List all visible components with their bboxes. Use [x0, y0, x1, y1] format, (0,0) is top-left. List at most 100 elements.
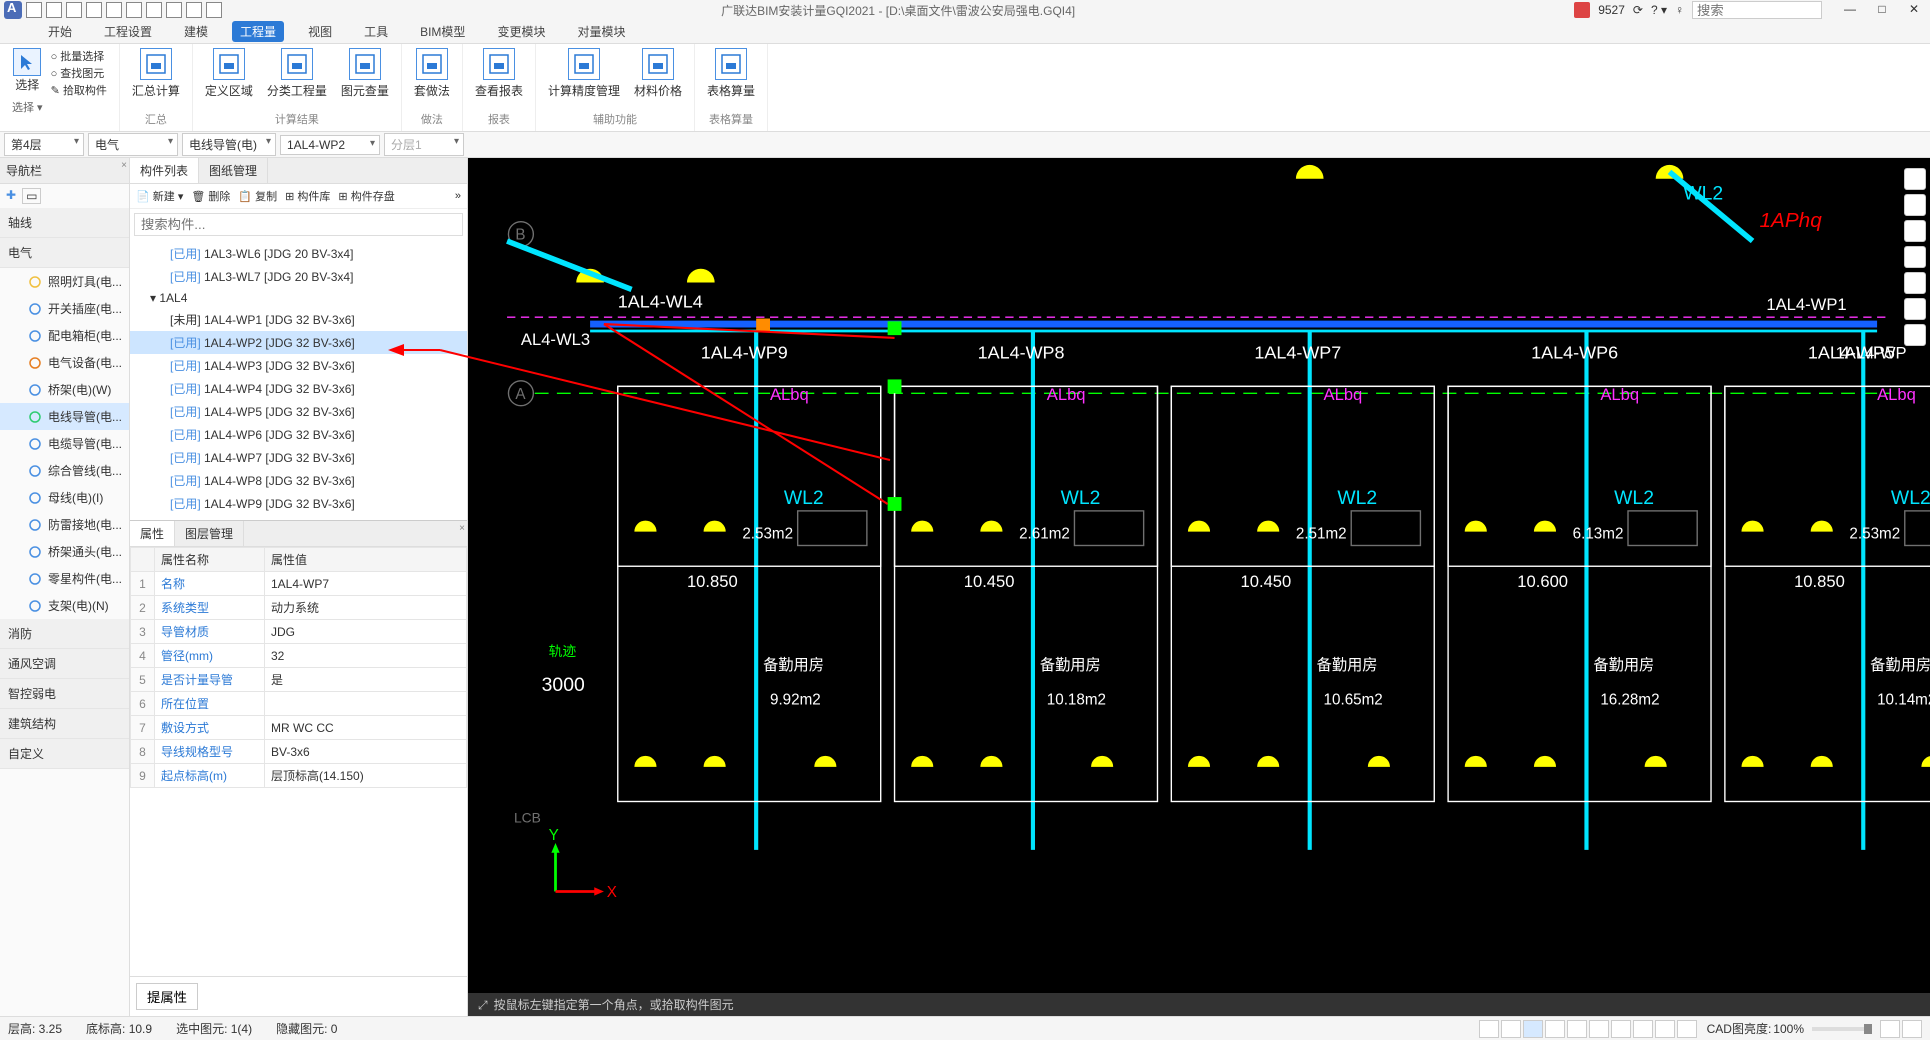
table-row[interactable]: 6所在位置 [131, 692, 467, 716]
ribbon-button[interactable]: 定义区域 [205, 48, 253, 99]
nav-item[interactable]: 照明灯具(电... [0, 268, 129, 295]
sb-tool-icon[interactable] [1589, 1020, 1609, 1038]
qat-icon[interactable] [106, 2, 122, 18]
maximize-button[interactable]: □ [1870, 2, 1894, 18]
close-button[interactable]: ✕ [1902, 2, 1926, 18]
close-icon[interactable]: × [121, 160, 127, 171]
view-icon[interactable] [1904, 298, 1926, 320]
qat-icon[interactable] [206, 2, 222, 18]
view-icon[interactable] [1904, 220, 1926, 242]
copy-button[interactable]: 📋 复制 [238, 188, 277, 204]
tree-item[interactable]: [已用] 1AL4-WP8 [JDG 32 BV-3x6] [130, 469, 467, 492]
tab[interactable]: 图层管理 [175, 521, 244, 546]
sb-tool-icon[interactable] [1677, 1020, 1697, 1038]
view-3d-icon[interactable] [1904, 168, 1926, 190]
table-row[interactable]: 7敷设方式MR WC CC [131, 716, 467, 740]
tab[interactable]: 图纸管理 [199, 158, 268, 183]
menu-item[interactable]: 建模 [176, 21, 216, 42]
component-search-input[interactable] [134, 213, 463, 236]
tree-item[interactable]: [已用] 1AL4-WP7 [JDG 32 BV-3x6] [130, 446, 467, 469]
tree-item[interactable]: [已用] 1AL4-WP6 [JDG 32 BV-3x6] [130, 423, 467, 446]
menu-item[interactable]: 对量模块 [569, 21, 633, 42]
tab[interactable]: 属性 [130, 521, 175, 546]
nav-item[interactable]: 桥架(电)(W) [0, 376, 129, 403]
nav-section[interactable]: 轴线 [0, 208, 129, 238]
menu-item[interactable]: 工程设置 [96, 21, 160, 42]
ribbon-button[interactable]: 图元查量 [341, 48, 389, 99]
tree-item[interactable]: [已用] 1AL4-WP9 [JDG 32 BV-3x6] [130, 492, 467, 515]
tree-item[interactable]: [已用] 1AL3-WL6 [JDG 20 BV-3x4] [130, 242, 467, 265]
nav-item[interactable]: 开关插座(电... [0, 295, 129, 322]
ribbon-button[interactable]: 套做法 [414, 48, 450, 99]
minimize-button[interactable]: — [1838, 2, 1862, 18]
ribbon-button[interactable]: 表格算量 [707, 48, 755, 99]
qat-icon[interactable] [26, 2, 42, 18]
major-dropdown[interactable]: 电气 [88, 133, 178, 156]
pick-component[interactable]: ✎ 拾取构件 [51, 82, 107, 98]
delete-button[interactable]: 🗑 删除 [191, 188, 230, 204]
user-avatar[interactable] [1574, 2, 1590, 18]
sb-tool-icon[interactable] [1655, 1020, 1675, 1038]
layer-dropdown[interactable]: 分层1 [384, 133, 464, 156]
nav-section[interactable]: 消防 [0, 619, 129, 649]
nav-item[interactable]: 电线导管(电... [0, 403, 129, 430]
help-icon[interactable]: ♀ [1675, 3, 1684, 17]
table-row[interactable]: 3导管材质JDG [131, 620, 467, 644]
nav-item[interactable]: 电缆导管(电... [0, 430, 129, 457]
batch-select[interactable]: ○ 批量选择 [51, 48, 107, 64]
view-icon[interactable] [1904, 272, 1926, 294]
sb-tool-icon[interactable] [1479, 1020, 1499, 1038]
tree-item[interactable]: [未用] 1AL4-WP1 [JDG 32 BV-3x6] [130, 308, 467, 331]
close-icon[interactable]: × [459, 523, 465, 534]
sb-tool-icon[interactable] [1567, 1020, 1587, 1038]
sb-tool-icon[interactable] [1633, 1020, 1653, 1038]
table-row[interactable]: 8导线规格型号BV-3x6 [131, 740, 467, 764]
extract-props-button[interactable]: 提属性 [136, 983, 198, 1010]
find-element[interactable]: ○ 查找图元 [51, 65, 107, 81]
ribbon-button[interactable]: 查看报表 [475, 48, 523, 99]
nav-item[interactable]: 零星构件(电... [0, 565, 129, 592]
add-icon[interactable]: ✚ [6, 188, 16, 204]
sb-tool-icon[interactable] [1545, 1020, 1565, 1038]
sb-tool-icon[interactable] [1611, 1020, 1631, 1038]
new-button[interactable]: 📄 新建 ▾ [136, 188, 183, 204]
menu-item[interactable]: 工程量 [232, 21, 284, 42]
qat-icon[interactable] [86, 2, 102, 18]
tree-item[interactable]: [已用] 1AL4-WP5 [JDG 32 BV-3x6] [130, 400, 467, 423]
sb-tool-icon[interactable] [1880, 1020, 1900, 1038]
nav-item[interactable]: 电气设备(电... [0, 349, 129, 376]
nav-item[interactable]: 综合管线(电... [0, 457, 129, 484]
qat-icon[interactable] [126, 2, 142, 18]
tab[interactable]: 构件列表 [130, 158, 199, 183]
qat-icon[interactable] [166, 2, 182, 18]
help-icon[interactable]: ? ▾ [1651, 3, 1667, 17]
nav-item[interactable]: 防雷接地(电... [0, 511, 129, 538]
tree-item[interactable]: [已用] 1AL4-WP4 [JDG 32 BV-3x6] [130, 377, 467, 400]
nav-item[interactable]: 配电箱柜(电... [0, 322, 129, 349]
lib-button[interactable]: ⊞ 构件库 [285, 188, 330, 204]
tree-parent[interactable]: ▾ 1AL4 [130, 288, 467, 308]
nav-section[interactable]: 智控弱电 [0, 679, 129, 709]
ribbon-button[interactable]: 计算精度管理 [548, 48, 620, 99]
drawing-canvas[interactable]: BA1AL4-WP9WL2ALbq2.53m210.8509.92m2备勤用房1… [468, 158, 1930, 1016]
sb-tool-icon[interactable] [1902, 1020, 1922, 1038]
table-row[interactable]: 5是否计量导管是 [131, 668, 467, 692]
component-dropdown[interactable]: 1AL4-WP2 [280, 135, 380, 155]
menu-item[interactable]: 开始 [40, 21, 80, 42]
select-tool-icon[interactable] [13, 48, 41, 76]
qat-icon[interactable] [46, 2, 62, 18]
table-row[interactable]: 2系统类型动力系统 [131, 596, 467, 620]
view-icon[interactable] [1904, 194, 1926, 216]
ribbon-button[interactable]: 材料价格 [634, 48, 682, 99]
table-row[interactable]: 9起点标高(m)层顶标高(14.150) [131, 764, 467, 788]
more-icon[interactable]: » [455, 190, 461, 202]
global-search-input[interactable] [1692, 1, 1822, 19]
select-dropdown[interactable]: 选择 ▾ [12, 99, 43, 115]
menu-item[interactable]: 变更模块 [489, 21, 553, 42]
ribbon-button[interactable]: 汇总计算 [132, 48, 180, 99]
table-row[interactable]: 4管径(mm)32 [131, 644, 467, 668]
qat-icon[interactable] [186, 2, 202, 18]
ribbon-button[interactable]: 分类工程量 [267, 48, 327, 99]
nav-section[interactable]: 电气 [0, 238, 129, 268]
edit-icon[interactable]: ▭ [22, 188, 41, 204]
